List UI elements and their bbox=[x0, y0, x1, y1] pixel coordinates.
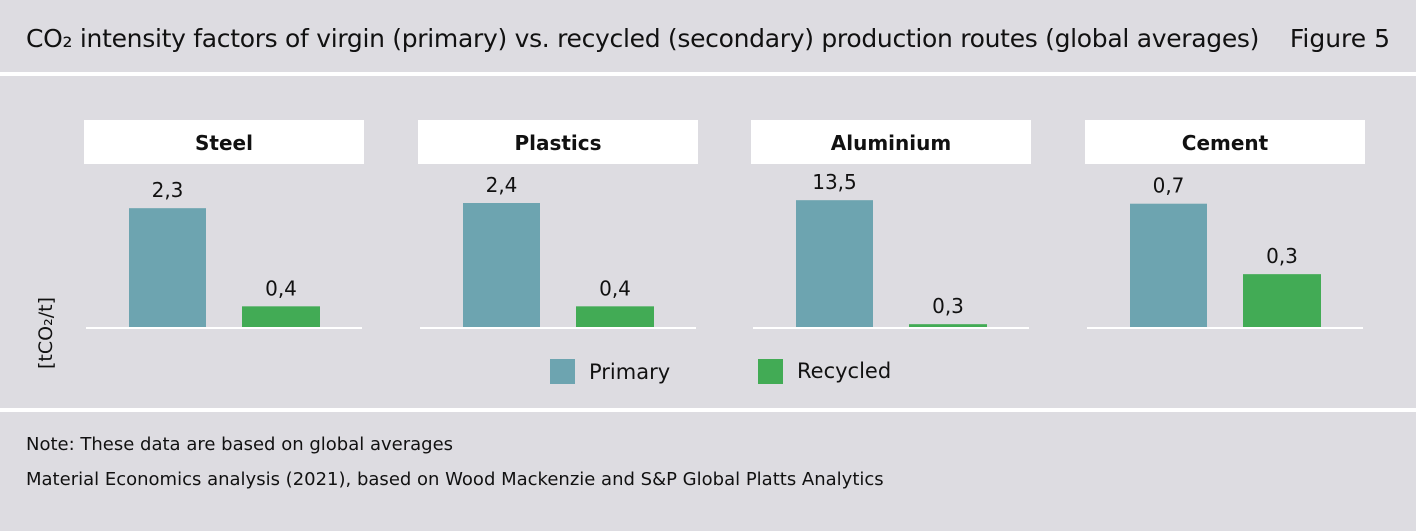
bar-cement-primary bbox=[1130, 203, 1207, 327]
panel-header-cement bbox=[1085, 120, 1365, 164]
data-label-cement-primary: 0,7 bbox=[1153, 174, 1185, 198]
panel-title-aluminium: Aluminium bbox=[831, 131, 951, 155]
baseline-plastics bbox=[420, 327, 696, 329]
baseline-steel bbox=[86, 327, 362, 329]
bar-plastics-recycled bbox=[576, 306, 654, 327]
y-axis-label: [tCO₂/t] bbox=[35, 297, 57, 369]
data-label-aluminium-recycled: 0,3 bbox=[932, 294, 964, 318]
legend-swatch-primary bbox=[550, 359, 575, 384]
source-line: Material Economics analysis (2021), base… bbox=[26, 469, 884, 490]
footer: Note: These data are based on global ave… bbox=[26, 434, 884, 490]
header: CO₂ intensity factors of virgin (primary… bbox=[0, 0, 1416, 74]
chart-title: CO₂ intensity factors of virgin (primary… bbox=[26, 24, 1260, 53]
bar-plastics-primary bbox=[463, 203, 540, 327]
baseline-aluminium bbox=[753, 327, 1029, 329]
bar-steel-recycled bbox=[242, 306, 320, 327]
footnote: Note: These data are based on global ave… bbox=[26, 434, 454, 455]
data-label-plastics-recycled: 0,4 bbox=[599, 276, 631, 300]
bar-aluminium-recycled bbox=[909, 324, 987, 327]
bar-cement-recycled bbox=[1243, 274, 1321, 327]
data-label-steel-primary: 2,3 bbox=[152, 178, 184, 202]
figure-label: Figure 5 bbox=[1289, 24, 1390, 53]
chart-area: [tCO₂/t] Steel 2,3 0,4 Plastics 2,4 0,4 Alumini… bbox=[35, 120, 1365, 384]
bottom-divider bbox=[0, 408, 1416, 412]
panel-header-aluminium bbox=[751, 120, 1031, 164]
panel-title-plastics: Plastics bbox=[514, 131, 601, 155]
panel-title-steel: Steel bbox=[195, 131, 253, 155]
legend-label-recycled: Recycled bbox=[797, 359, 891, 383]
panel-title-cement: Cement bbox=[1182, 131, 1269, 155]
legend-swatch-recycled bbox=[758, 359, 783, 384]
legend-label-primary: Primary bbox=[589, 360, 670, 384]
panel-header-plastics bbox=[418, 120, 698, 164]
top-divider bbox=[0, 72, 1416, 76]
data-label-steel-recycled: 0,4 bbox=[265, 276, 297, 300]
bar-aluminium-primary bbox=[796, 200, 873, 327]
data-label-cement-recycled: 0,3 bbox=[1266, 244, 1298, 268]
bar-steel-primary bbox=[129, 208, 206, 327]
data-label-aluminium-primary: 13,5 bbox=[812, 170, 857, 194]
data-label-plastics-primary: 2,4 bbox=[486, 173, 518, 197]
panel-header-steel bbox=[84, 120, 364, 164]
baseline-cement bbox=[1087, 327, 1363, 329]
